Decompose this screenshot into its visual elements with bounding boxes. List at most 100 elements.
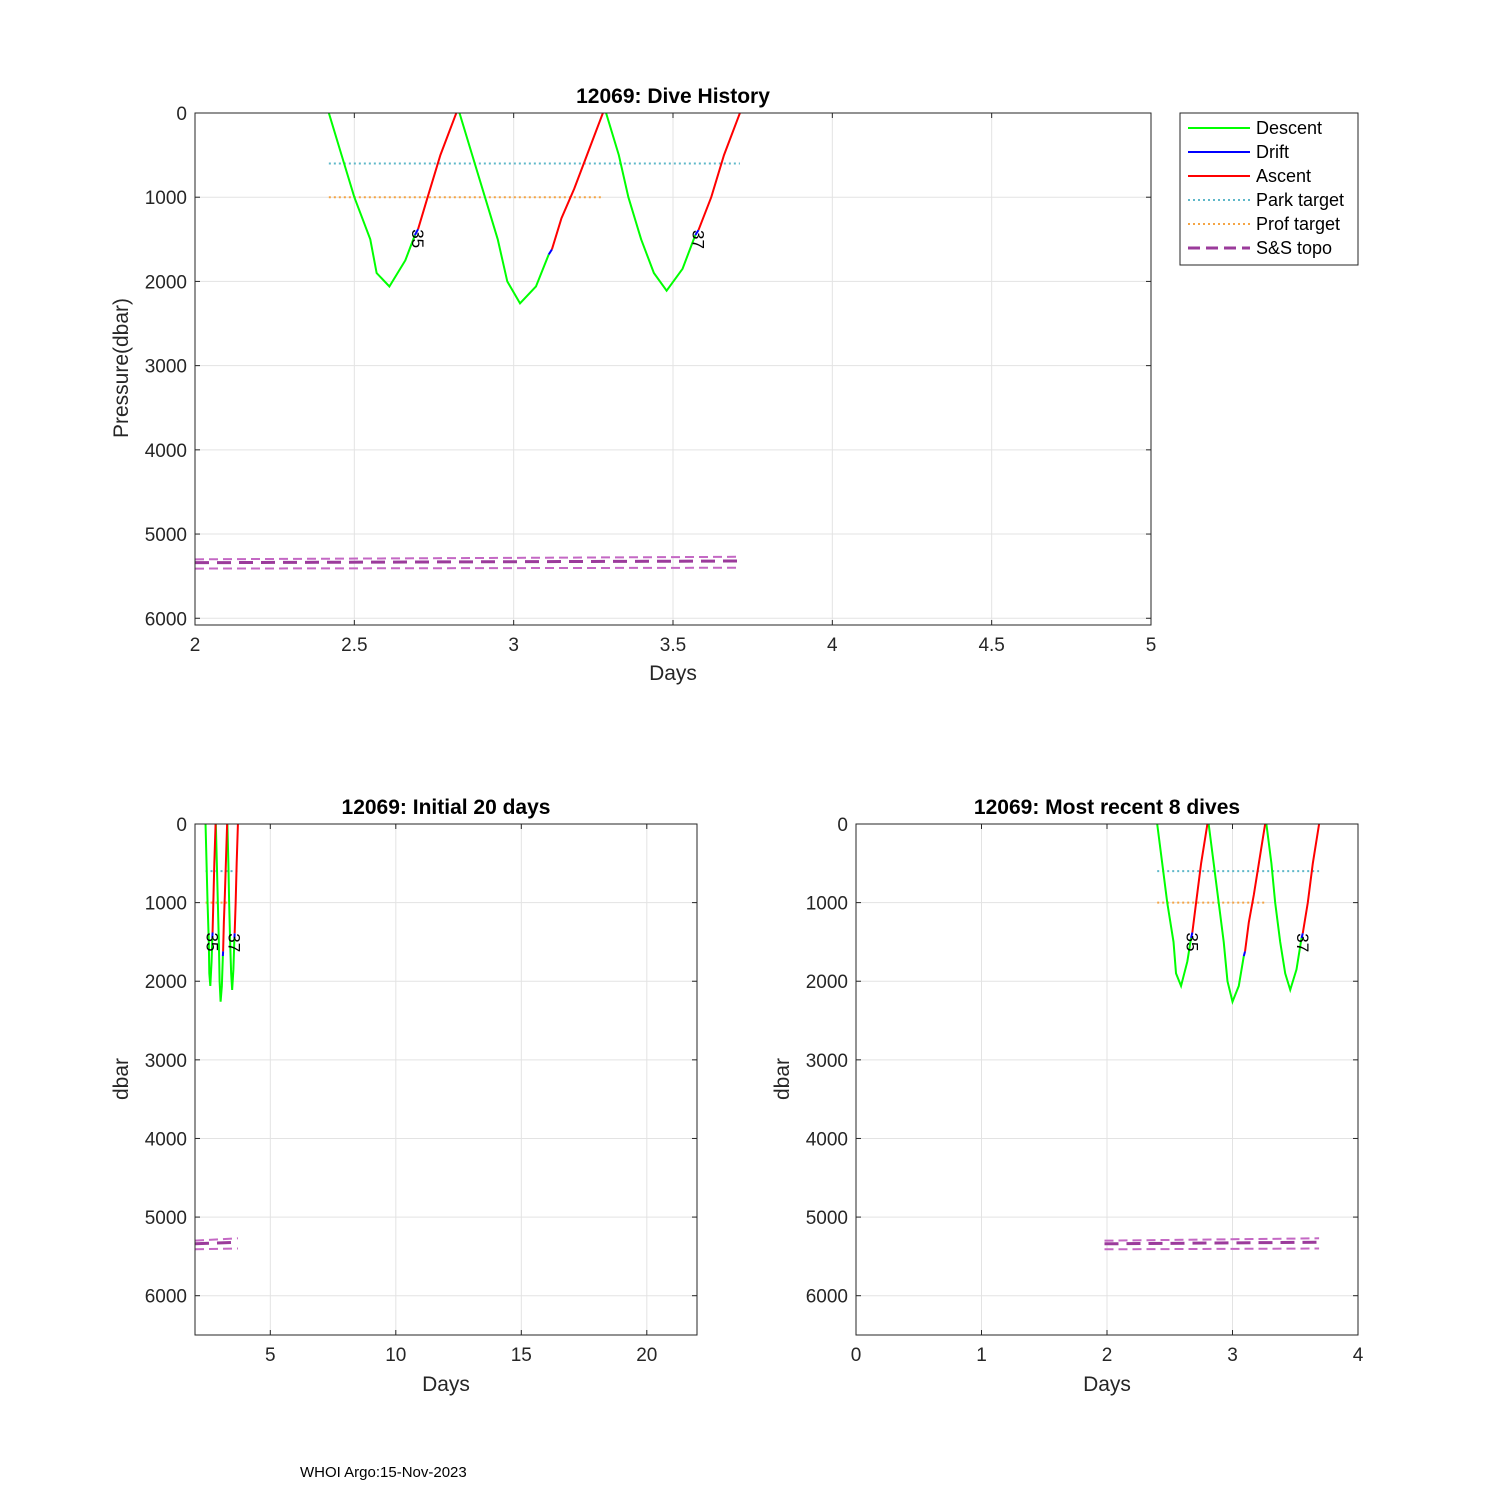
y-tick-label: 6000 [145, 609, 187, 630]
ascent-line [1191, 824, 1209, 933]
topo-upper-line [195, 1237, 238, 1242]
descent-line [204, 824, 214, 987]
ascent-line [697, 113, 741, 231]
y-axis-label: Pressure(dbar) [110, 298, 133, 438]
topo-line [1104, 1240, 1320, 1246]
axes-box [194, 823, 698, 1336]
descent-line [327, 113, 416, 289]
x-tick-label: 4 [827, 635, 838, 656]
profile-number-label: 37 [688, 230, 707, 249]
legend-label: Ascent [1256, 166, 1311, 186]
y-tick-label: 4000 [806, 1129, 848, 1150]
descent-line [605, 113, 697, 293]
profile-number-label: 37 [225, 933, 244, 952]
x-tick-label: 5 [1146, 635, 1157, 656]
x-axis-label: Days [649, 662, 697, 685]
x-tick-label: 2 [1102, 1345, 1113, 1366]
ascent-line [1301, 824, 1321, 934]
data-series [195, 824, 239, 1251]
y-tick-label: 1000 [806, 894, 848, 915]
profile-number-label: 35 [203, 932, 222, 951]
x-tick-label: 10 [385, 1345, 406, 1366]
legend-label: Park target [1256, 190, 1344, 210]
topo-lower-line [195, 566, 740, 570]
y-tick-label: 3000 [806, 1051, 848, 1072]
y-tick-label: 0 [176, 815, 187, 836]
x-axis-label: Days [1083, 1373, 1131, 1396]
legend-label: Drift [1256, 142, 1289, 162]
legend: Descent Drift Ascent Park target Prof target… [1179, 112, 1359, 266]
descent-line [1156, 824, 1193, 990]
x-tick-label: 2.5 [341, 635, 367, 656]
topo-upper-line [195, 555, 740, 561]
chart-title: 12069: Dive History [576, 85, 770, 108]
drift-line [694, 229, 700, 236]
x-tick-label: 20 [636, 1345, 657, 1366]
y-tick-label: 5000 [145, 1208, 187, 1229]
legend-label: S&S topo [1256, 238, 1332, 258]
drift-line [1190, 932, 1194, 939]
ascent-line [211, 824, 217, 933]
ascent-line [550, 113, 604, 250]
data-series [195, 113, 741, 570]
data-series [1104, 824, 1321, 1251]
profile-number-label: 37 [1293, 933, 1312, 952]
descent-line [1207, 824, 1245, 1005]
plot-area [195, 824, 697, 1335]
topo-line [195, 559, 740, 565]
y-tick-label: 3000 [145, 357, 187, 378]
x-tick-label: 5 [265, 1345, 276, 1366]
x-tick-label: 3 [1227, 1345, 1238, 1366]
drift-line [414, 228, 419, 236]
x-tick-label: 4 [1353, 1345, 1364, 1366]
x-axis-label: Days [422, 1373, 470, 1396]
y-tick-label: 6000 [806, 1287, 848, 1308]
y-axis-label: dbar [771, 1058, 794, 1100]
x-tick-label: 0 [851, 1345, 862, 1366]
chart-title: 12069: Most recent 8 dives [974, 796, 1240, 819]
x-tick-label: 3 [508, 635, 519, 656]
x-tick-label: 1 [976, 1345, 987, 1366]
ascent-line [1244, 824, 1267, 952]
recent-8-dives-panel: 12069: Most recent 8 dives Days dbar 35 3… [771, 796, 1364, 1396]
ascent-line [222, 824, 229, 952]
y-tick-label: 4000 [145, 441, 187, 462]
drift-line [1242, 951, 1247, 957]
y-tick-label: 1000 [145, 894, 187, 915]
y-tick-label: 4000 [145, 1129, 187, 1150]
ascent-line [233, 824, 239, 934]
topo-lower-line [195, 1247, 238, 1251]
y-tick-label: 0 [837, 815, 848, 836]
drift-line [547, 248, 553, 256]
descent-line [1265, 824, 1303, 994]
footer-stamp: WHOI Argo:15-Nov-2023 [300, 1464, 467, 1481]
y-tick-label: 2000 [806, 972, 848, 993]
legend-box [1179, 112, 1359, 266]
topo-lower-line [1104, 1247, 1320, 1251]
y-tick-label: 6000 [145, 1287, 187, 1308]
dive-history-panel: 12069: Dive History Days Pressure(dbar) … [110, 85, 1156, 685]
descent-line [214, 824, 224, 1002]
y-tick-label: 5000 [806, 1208, 848, 1229]
x-tick-label: 4.5 [978, 635, 1004, 656]
y-tick-label: 2000 [145, 272, 187, 293]
y-tick-label: 2000 [145, 972, 187, 993]
x-tick-label: 3.5 [660, 635, 686, 656]
profile-number-label: 35 [408, 229, 427, 248]
x-tick-label: 2 [190, 635, 201, 656]
descent-line [226, 824, 236, 990]
y-axis-label: dbar [110, 1058, 133, 1100]
drift-line [1300, 933, 1304, 939]
legend-label: Descent [1256, 118, 1322, 138]
chart-title: 12069: Initial 20 days [342, 796, 551, 819]
y-tick-label: 3000 [145, 1051, 187, 1072]
initial-20-days-panel: 12069: Initial 20 days Days dbar 35 37 5 10… [110, 796, 698, 1396]
topo-upper-line [1104, 1237, 1320, 1242]
descent-line [458, 113, 550, 305]
legend-label: Prof target [1256, 214, 1340, 234]
x-tick-label: 15 [511, 1345, 532, 1366]
ascent-line [417, 113, 458, 230]
y-tick-label: 5000 [145, 525, 187, 546]
y-tick-label: 0 [176, 104, 187, 125]
